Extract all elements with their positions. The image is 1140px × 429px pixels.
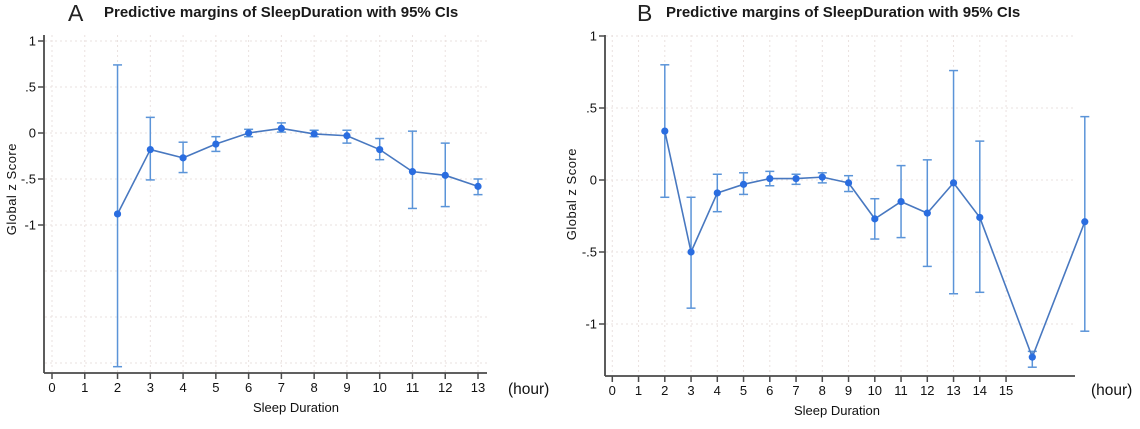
y-tick-label: .5 bbox=[586, 101, 597, 116]
data-point-marker bbox=[976, 213, 984, 222]
x-tick-label: 11 bbox=[406, 380, 420, 395]
data-point-marker bbox=[1028, 353, 1036, 361]
data-point-marker bbox=[212, 140, 220, 148]
x-tick-label: 8 bbox=[819, 383, 826, 398]
data-point-marker bbox=[844, 179, 853, 187]
y-tick-label: .5 bbox=[25, 80, 36, 95]
y-tick-label: 0 bbox=[29, 126, 36, 141]
data-point-marker bbox=[179, 154, 187, 162]
x-tick-label: 15 bbox=[999, 383, 1013, 398]
data-point-marker bbox=[343, 132, 351, 140]
x-tick-label: 4 bbox=[714, 383, 721, 398]
x-tick-label: 4 bbox=[179, 380, 186, 395]
data-point-marker bbox=[713, 189, 721, 197]
x-tick-label: 3 bbox=[687, 383, 694, 398]
panel-b-x-unit: (hour) bbox=[1091, 382, 1133, 399]
data-point-marker bbox=[687, 248, 695, 256]
data-point-marker bbox=[310, 130, 318, 138]
panel-a-x-axis-label: Sleep Duration bbox=[253, 400, 339, 415]
data-point-marker bbox=[949, 179, 958, 187]
series-line bbox=[664, 130, 1086, 358]
x-tick-label: 1 bbox=[635, 383, 642, 398]
y-tick-label: -.5 bbox=[21, 172, 36, 187]
panel-a-y-axis-label: Global z Score bbox=[4, 143, 19, 236]
x-tick-label: 5 bbox=[212, 380, 219, 395]
data-point-marker bbox=[739, 180, 748, 188]
y-tick-label: 1 bbox=[590, 29, 597, 44]
series-line bbox=[116, 127, 479, 215]
data-point-marker bbox=[277, 124, 285, 132]
x-tick-label: 6 bbox=[245, 380, 252, 395]
data-point-marker bbox=[146, 145, 154, 154]
data-point-marker bbox=[897, 198, 905, 206]
data-point-marker bbox=[923, 209, 931, 217]
x-tick-label: 1 bbox=[81, 380, 88, 395]
x-tick-label: 10 bbox=[868, 383, 882, 398]
x-tick-label: 10 bbox=[372, 380, 386, 395]
data-point-marker bbox=[1081, 218, 1089, 226]
x-tick-label: 13 bbox=[946, 383, 960, 398]
x-tick-label: 14 bbox=[973, 383, 987, 398]
x-tick-label: 5 bbox=[740, 383, 747, 398]
x-tick-label: 12 bbox=[920, 383, 934, 398]
panel-b-title: Predictive margins of SleepDuration with… bbox=[666, 4, 1021, 21]
panel-b-x-axis-label: Sleep Duration bbox=[794, 403, 880, 418]
x-tick-label: 8 bbox=[311, 380, 318, 395]
x-tick-label: 3 bbox=[147, 380, 154, 395]
data-point-marker bbox=[871, 215, 879, 223]
x-tick-label: 2 bbox=[661, 383, 668, 398]
x-tick-label: 7 bbox=[792, 383, 799, 398]
x-tick-label: 7 bbox=[278, 380, 285, 395]
data-point-marker bbox=[113, 210, 122, 218]
data-point-marker bbox=[661, 127, 669, 135]
y-tick-label: -.5 bbox=[582, 245, 597, 260]
data-point-marker bbox=[792, 174, 800, 183]
x-tick-label: 9 bbox=[343, 380, 350, 395]
y-tick-label: 0 bbox=[590, 173, 597, 188]
panel-b-y-axis-label: Global z Score bbox=[564, 148, 579, 241]
x-tick-label: 9 bbox=[845, 383, 852, 398]
panel-a-x-unit: (hour) bbox=[508, 381, 550, 398]
x-tick-label: 11 bbox=[894, 383, 908, 398]
data-point-marker bbox=[408, 168, 417, 176]
y-tick-label: 1 bbox=[29, 34, 36, 49]
data-point-marker bbox=[474, 182, 482, 190]
data-point-marker bbox=[766, 174, 774, 183]
data-point-marker bbox=[376, 145, 384, 154]
x-tick-label: 13 bbox=[471, 380, 485, 395]
x-tick-label: 0 bbox=[48, 380, 55, 395]
panel-a-letter: A bbox=[68, 0, 84, 26]
x-tick-label: 12 bbox=[438, 380, 452, 395]
data-point-marker bbox=[245, 129, 253, 137]
data-point-marker bbox=[818, 173, 826, 181]
data-point-marker bbox=[441, 171, 449, 179]
panel-b-letter: B bbox=[637, 0, 653, 26]
y-tick-label: -1 bbox=[585, 317, 597, 332]
x-tick-label: 6 bbox=[766, 383, 773, 398]
x-tick-label: 2 bbox=[114, 380, 121, 395]
panel-a-title: Predictive margins of SleepDuration with… bbox=[104, 4, 459, 21]
y-tick-label: -1 bbox=[24, 218, 36, 233]
x-tick-label: 0 bbox=[609, 383, 616, 398]
